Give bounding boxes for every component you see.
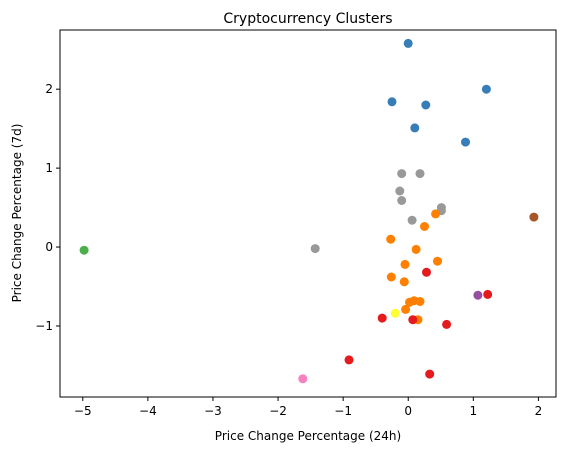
x-tick-label: −4	[139, 404, 157, 418]
data-point	[403, 38, 413, 48]
data-point	[425, 369, 435, 379]
y-axis: −1 0 1 2	[35, 82, 60, 333]
data-point	[529, 212, 539, 222]
y-axis-label: Price Change Percentage (7d)	[10, 124, 24, 303]
x-tick-label: −1	[334, 404, 352, 418]
x-tick-label: −2	[269, 404, 287, 418]
data-point	[397, 196, 407, 205]
data-point	[411, 244, 421, 254]
x-axis-label: Price Change Percentage (24h)	[215, 429, 401, 443]
data-point	[395, 186, 405, 196]
data-point	[400, 259, 410, 269]
data-point	[442, 319, 452, 329]
y-tick-label: 1	[45, 161, 53, 175]
data-point	[433, 256, 442, 266]
data-point	[344, 355, 354, 365]
x-axis: −5 −4 −3 −2 −1 0 1 2	[74, 397, 542, 418]
x-tick-label: −5	[74, 404, 92, 418]
data-point	[310, 244, 320, 254]
data-point	[431, 209, 441, 219]
data-point	[298, 374, 308, 384]
data-point	[415, 297, 425, 306]
x-tick-label: 1	[470, 404, 478, 418]
y-tick-label: −1	[35, 319, 53, 333]
data-point	[79, 245, 89, 255]
data-point	[390, 308, 400, 318]
data-point	[415, 169, 425, 179]
plot-area	[59, 29, 557, 398]
data-point	[387, 97, 397, 107]
x-tick-label: −3	[204, 404, 222, 418]
data-point	[461, 137, 470, 147]
x-tick-label: 0	[404, 404, 412, 418]
data-point	[401, 304, 411, 314]
data-point	[421, 100, 431, 110]
data-point	[481, 84, 491, 94]
y-tick-label: 2	[45, 82, 53, 96]
data-point	[420, 222, 429, 231]
data-point	[410, 123, 420, 133]
data-point	[483, 289, 493, 299]
data-point	[386, 234, 396, 244]
data-point	[399, 277, 409, 287]
data-point	[422, 267, 431, 277]
data-point	[397, 169, 407, 179]
data-point	[377, 313, 387, 323]
chart-title: Cryptocurrency Clusters	[223, 11, 392, 27]
data-points	[79, 38, 539, 384]
data-point	[386, 272, 396, 282]
data-point	[473, 290, 483, 300]
data-point	[408, 315, 418, 325]
data-point	[407, 215, 417, 225]
y-tick-label: 0	[45, 240, 53, 254]
x-tick-label: 2	[535, 404, 543, 418]
